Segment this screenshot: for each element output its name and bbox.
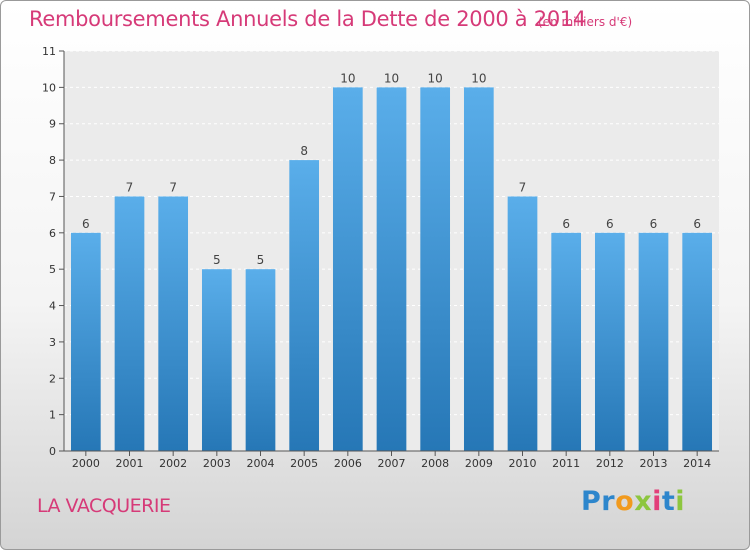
x-tick-label: 2010 bbox=[509, 457, 537, 470]
bar bbox=[376, 87, 407, 451]
x-tick-label: 2002 bbox=[159, 457, 187, 470]
x-tick-label: 2014 bbox=[683, 457, 711, 470]
x-tick-label: 2012 bbox=[596, 457, 624, 470]
logo-letter: P bbox=[581, 486, 602, 517]
y-tick-label: 1 bbox=[49, 409, 56, 422]
x-tick-label: 2008 bbox=[421, 457, 449, 470]
bar-value-label: 6 bbox=[650, 217, 658, 231]
bar bbox=[289, 160, 320, 451]
logo-letter: r bbox=[601, 486, 616, 517]
y-tick-label: 4 bbox=[49, 300, 56, 313]
y-tick-label: 2 bbox=[49, 372, 56, 385]
x-tick-label: 2005 bbox=[290, 457, 318, 470]
x-tick-label: 2007 bbox=[378, 457, 406, 470]
bar-value-label: 5 bbox=[213, 253, 221, 267]
y-tick-label: 9 bbox=[49, 118, 56, 131]
x-tick-label: 2003 bbox=[203, 457, 231, 470]
chart-unit: (en milliers d'€) bbox=[538, 15, 633, 29]
bar-value-label: 6 bbox=[693, 217, 701, 231]
logo-letter: t bbox=[661, 486, 676, 517]
x-tick-label: 2004 bbox=[247, 457, 275, 470]
y-tick-label: 0 bbox=[49, 445, 56, 458]
y-tick-label: 6 bbox=[49, 227, 56, 240]
bar bbox=[114, 196, 145, 451]
x-tick-label: 2009 bbox=[465, 457, 493, 470]
bar-value-label: 5 bbox=[257, 253, 265, 267]
proxiti-logo: Proxiti bbox=[581, 486, 685, 517]
bar bbox=[332, 87, 363, 451]
bar-value-label: 8 bbox=[300, 144, 308, 158]
bar bbox=[158, 196, 189, 451]
bar bbox=[682, 232, 713, 451]
bar bbox=[507, 196, 538, 451]
chart-title: Remboursements Annuels de la Dette de 20… bbox=[29, 7, 586, 31]
y-tick-label: 7 bbox=[49, 190, 56, 203]
bar-value-label: 6 bbox=[562, 217, 570, 231]
x-tick-label: 2011 bbox=[552, 457, 580, 470]
x-tick-label: 2001 bbox=[116, 457, 144, 470]
bar-value-label: 10 bbox=[428, 71, 443, 85]
y-tick-label: 10 bbox=[42, 81, 56, 94]
y-tick-label: 5 bbox=[49, 263, 56, 276]
bar bbox=[420, 87, 451, 451]
y-tick-label: 11 bbox=[42, 45, 56, 58]
bar-value-label: 10 bbox=[340, 71, 355, 85]
bar bbox=[551, 232, 582, 451]
bar bbox=[201, 269, 232, 451]
y-tick-label: 3 bbox=[49, 336, 56, 349]
bar-value-label: 6 bbox=[606, 217, 614, 231]
bar-value-label: 7 bbox=[169, 180, 177, 194]
bar-value-label: 7 bbox=[519, 180, 527, 194]
x-tick-label: 2013 bbox=[640, 457, 668, 470]
y-tick-label: 8 bbox=[49, 154, 56, 167]
bar-value-label: 10 bbox=[471, 71, 486, 85]
bar bbox=[70, 232, 101, 451]
x-tick-label: 2006 bbox=[334, 457, 362, 470]
bar bbox=[594, 232, 625, 451]
logo-letter: x bbox=[634, 486, 653, 517]
logo-letter: i bbox=[652, 486, 662, 517]
place-name: LA VACQUERIE bbox=[37, 495, 171, 517]
x-tick-label: 2000 bbox=[72, 457, 100, 470]
bar bbox=[638, 232, 669, 451]
logo-letter: o bbox=[615, 486, 635, 517]
bar bbox=[245, 269, 276, 451]
bar bbox=[463, 87, 494, 451]
logo-letter: i bbox=[675, 486, 686, 517]
bar-value-label: 10 bbox=[384, 71, 399, 85]
bar-value-label: 6 bbox=[82, 217, 90, 231]
bar-value-label: 7 bbox=[126, 180, 134, 194]
